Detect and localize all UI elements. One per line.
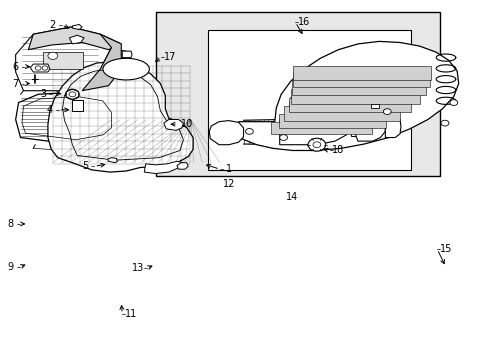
Text: 13: 13 xyxy=(131,263,144,273)
Text: 1: 1 xyxy=(225,164,231,174)
Polygon shape xyxy=(350,127,356,136)
Polygon shape xyxy=(177,163,188,169)
Circle shape xyxy=(307,138,325,151)
Circle shape xyxy=(48,52,58,59)
Text: 12: 12 xyxy=(222,179,235,189)
Circle shape xyxy=(383,109,390,114)
Polygon shape xyxy=(271,122,371,134)
Text: 3: 3 xyxy=(40,89,46,99)
Text: 9: 9 xyxy=(8,262,14,272)
Text: 8: 8 xyxy=(8,219,14,229)
Bar xyxy=(370,104,379,108)
Polygon shape xyxy=(163,120,183,130)
Circle shape xyxy=(65,89,79,99)
Polygon shape xyxy=(279,87,350,145)
Polygon shape xyxy=(72,24,82,30)
Circle shape xyxy=(279,135,287,140)
Polygon shape xyxy=(16,92,116,145)
Ellipse shape xyxy=(102,58,149,80)
Polygon shape xyxy=(28,27,121,50)
Polygon shape xyxy=(385,116,400,138)
Polygon shape xyxy=(292,80,426,95)
Polygon shape xyxy=(293,72,429,87)
Circle shape xyxy=(440,120,448,126)
Polygon shape xyxy=(209,121,243,145)
Bar xyxy=(155,12,439,176)
Text: 15: 15 xyxy=(439,244,451,254)
Polygon shape xyxy=(48,62,193,172)
Bar xyxy=(207,30,410,170)
Text: 17: 17 xyxy=(163,52,176,62)
Polygon shape xyxy=(122,51,132,58)
Polygon shape xyxy=(290,89,419,104)
Polygon shape xyxy=(288,98,410,112)
Text: 4: 4 xyxy=(47,105,53,115)
Text: 14: 14 xyxy=(285,192,298,202)
Text: 2: 2 xyxy=(50,20,56,30)
Polygon shape xyxy=(293,66,430,80)
Text: 16: 16 xyxy=(297,17,310,27)
Circle shape xyxy=(245,129,253,134)
Polygon shape xyxy=(278,114,386,128)
Polygon shape xyxy=(354,112,385,141)
Text: 10: 10 xyxy=(180,119,193,129)
Text: 6: 6 xyxy=(13,62,19,72)
Polygon shape xyxy=(69,35,84,44)
Polygon shape xyxy=(16,27,111,91)
Polygon shape xyxy=(238,41,458,150)
Bar xyxy=(43,52,83,69)
Text: 5: 5 xyxy=(82,161,88,171)
Text: 11: 11 xyxy=(124,309,137,319)
Polygon shape xyxy=(30,64,50,72)
Bar xyxy=(72,100,83,111)
Text: 18: 18 xyxy=(331,145,344,156)
Polygon shape xyxy=(144,161,183,174)
Polygon shape xyxy=(107,158,117,163)
Polygon shape xyxy=(283,106,399,121)
Circle shape xyxy=(449,100,457,105)
Polygon shape xyxy=(82,34,121,91)
Text: 7: 7 xyxy=(13,78,19,89)
